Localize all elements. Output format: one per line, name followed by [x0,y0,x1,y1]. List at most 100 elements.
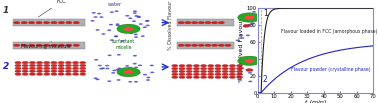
Circle shape [21,44,27,47]
Circle shape [44,61,50,64]
Circle shape [205,44,211,47]
Circle shape [215,70,221,73]
Circle shape [136,16,141,17]
Bar [13,42,85,49]
Circle shape [65,67,71,70]
Circle shape [252,11,256,13]
Circle shape [99,16,104,18]
Text: FCC: FCC [38,0,66,17]
Circle shape [186,70,192,73]
Circle shape [99,68,103,70]
Circle shape [146,25,150,26]
Circle shape [22,64,28,67]
Circle shape [229,64,235,67]
Circle shape [238,13,261,22]
Circle shape [229,70,235,73]
Circle shape [15,73,21,75]
Circle shape [28,21,35,24]
Circle shape [37,70,43,73]
Circle shape [14,44,20,47]
Circle shape [200,67,207,70]
Circle shape [80,73,86,75]
Y-axis label: % Dissolved Flavour: % Dissolved Flavour [240,19,245,82]
Circle shape [22,70,28,73]
Circle shape [93,77,98,79]
Circle shape [114,35,118,37]
Circle shape [246,69,253,71]
Circle shape [97,13,101,14]
Circle shape [186,64,192,67]
Circle shape [137,16,141,18]
Circle shape [51,21,57,24]
Circle shape [37,64,43,67]
X-axis label: t (min): t (min) [305,100,326,103]
Circle shape [133,63,137,64]
Circle shape [145,20,149,22]
Circle shape [251,22,255,24]
Circle shape [244,59,254,63]
Circle shape [222,76,228,78]
Circle shape [179,70,185,73]
Circle shape [80,64,86,67]
Circle shape [225,44,231,47]
Circle shape [251,63,256,64]
Circle shape [22,61,28,64]
Circle shape [112,70,116,71]
Circle shape [239,34,243,36]
Circle shape [208,70,214,73]
Circle shape [98,65,102,66]
Circle shape [15,61,21,64]
Text: surfactant
micelle: surfactant micelle [112,39,135,50]
Circle shape [51,64,57,67]
Circle shape [15,67,21,70]
Circle shape [115,10,119,12]
Circle shape [218,21,225,24]
Circle shape [43,21,50,24]
Circle shape [22,67,28,70]
Circle shape [200,73,207,76]
Circle shape [253,62,257,63]
Circle shape [116,79,121,81]
Circle shape [192,21,198,24]
Circle shape [237,76,243,78]
Circle shape [200,70,207,73]
Circle shape [179,76,185,78]
Circle shape [117,24,140,33]
Circle shape [172,70,178,73]
Circle shape [92,12,96,14]
Text: Flavour loaded in FCC (amorphous phase): Flavour loaded in FCC (amorphous phase) [281,29,377,34]
Circle shape [110,39,114,41]
Circle shape [186,73,192,76]
Circle shape [21,21,27,24]
Circle shape [146,77,150,78]
Circle shape [109,24,113,25]
Circle shape [65,64,71,67]
Circle shape [240,37,244,39]
Circle shape [133,55,137,57]
Circle shape [125,15,129,17]
Circle shape [172,76,178,78]
Circle shape [80,70,86,73]
Circle shape [37,67,43,70]
Circle shape [58,67,64,70]
Circle shape [179,64,185,67]
Circle shape [105,68,110,69]
Circle shape [185,44,191,47]
Circle shape [66,21,72,24]
Text: 2: 2 [263,75,268,84]
Circle shape [36,21,42,24]
Circle shape [116,23,119,25]
Bar [177,42,234,49]
Circle shape [198,44,204,47]
Circle shape [239,16,243,18]
Circle shape [208,67,214,70]
Circle shape [141,35,145,37]
Circle shape [222,67,228,70]
Circle shape [117,68,121,69]
Circle shape [65,73,71,75]
Circle shape [117,54,121,56]
Circle shape [178,44,184,47]
Circle shape [193,70,200,73]
Circle shape [179,73,185,76]
Circle shape [73,73,79,75]
